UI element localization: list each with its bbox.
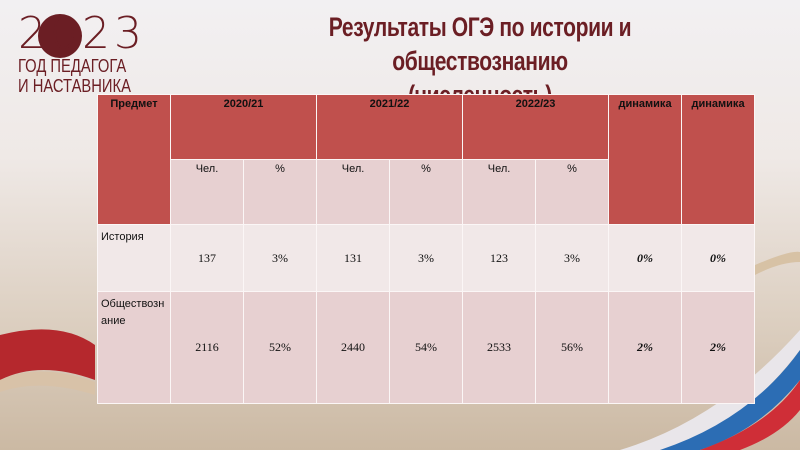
pelican-emblem-icon	[38, 14, 82, 58]
value-cell: 52%	[242, 291, 318, 404]
dynamics-cell: 2%	[608, 291, 683, 404]
header-year: 2021/22	[316, 94, 464, 160]
flag-ribbon-red	[700, 380, 800, 450]
value-cell: 2533	[462, 291, 537, 404]
value-cell: 137	[170, 224, 244, 292]
results-table: Предмет 2020/21 2021/22 2022/23 динамика…	[97, 94, 756, 404]
value-cell: 2440	[316, 291, 391, 404]
subheader-percent: %	[535, 159, 610, 225]
dynamics-cell: 0%	[681, 224, 756, 292]
value-cell: 3%	[389, 224, 464, 292]
flag-ribbon-white	[620, 330, 800, 450]
value-cell: 54%	[389, 291, 464, 404]
header-year: 2022/23	[462, 94, 610, 160]
value-cell: 131	[316, 224, 391, 292]
logo-year: 2023	[18, 8, 146, 59]
dynamics-cell: 0%	[608, 224, 683, 292]
value-cell: 3%	[242, 224, 318, 292]
subheader-count: Чел.	[170, 159, 244, 225]
header-dynamics: динамика	[608, 94, 683, 225]
subject-cell: История	[97, 224, 171, 292]
header-year: 2020/21	[169, 94, 318, 160]
value-cell: 2116	[170, 291, 244, 404]
flag-ribbon-blue	[660, 350, 800, 450]
value-cell: 3%	[535, 224, 610, 292]
subheader-count: Чел.	[462, 159, 537, 225]
subheader-percent: %	[242, 159, 318, 225]
table-row: История 137 3% 131 3% 123 3% 0% 0%	[97, 224, 756, 292]
value-cell: 56%	[535, 291, 610, 404]
dynamics-cell: 2%	[681, 291, 756, 404]
red-ribbon	[0, 329, 95, 380]
logo-text: ГОД ПЕДАГОГА И НАСТАВНИКА	[18, 56, 131, 96]
subject-cell: Обществознание	[97, 291, 171, 404]
header-subject: Предмет	[97, 94, 171, 225]
value-cell: 123	[462, 224, 537, 292]
subheader-count: Чел.	[316, 159, 391, 225]
header-dynamics: динамика	[681, 94, 756, 225]
table-row: Обществознание 2116 52% 2440 54% 2533 56…	[97, 291, 756, 404]
subheader-percent: %	[389, 159, 464, 225]
